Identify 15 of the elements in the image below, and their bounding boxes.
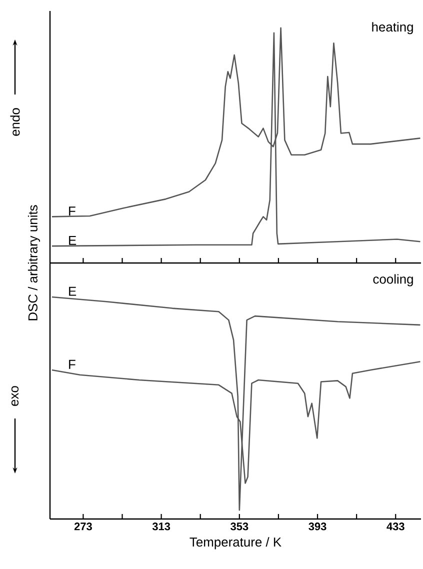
series-label: F [69, 360, 76, 369]
annotation: heating [372, 22, 413, 34]
x-tick-label: 273 [74, 522, 92, 530]
text: cooling [373, 274, 413, 286]
text: endo [10, 108, 20, 136]
x-axis-title: Temperature / K [190, 537, 282, 550]
x-tick-label: 393 [308, 522, 326, 530]
series-label: E [69, 286, 76, 296]
y-axis-title: DSC / arbitrary units [28, 205, 40, 320]
text: exo [11, 386, 19, 406]
x-tick-label: 313 [152, 522, 170, 530]
series-label: F [69, 206, 76, 216]
series-label: E [69, 236, 76, 245]
x-tick-label: 353 [230, 522, 248, 530]
x-tick-label: 433 [386, 522, 404, 530]
